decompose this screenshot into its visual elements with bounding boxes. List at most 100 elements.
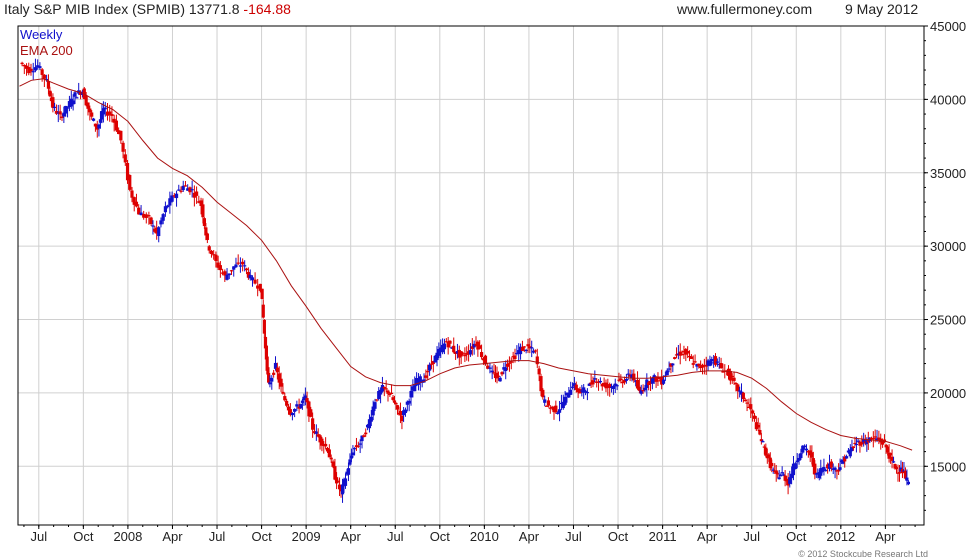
weekly-candle xyxy=(384,380,388,393)
weekly-candle xyxy=(539,373,543,397)
weekly-candle xyxy=(442,338,447,355)
candle-body xyxy=(88,108,92,113)
weekly-candle xyxy=(648,376,653,391)
candle-body xyxy=(600,383,604,387)
candle-body xyxy=(388,393,392,396)
candle-body xyxy=(546,400,551,406)
candle-body xyxy=(853,442,857,445)
candle-body xyxy=(33,67,38,71)
weekly-candle xyxy=(197,195,201,204)
candle-body xyxy=(621,381,625,384)
candle-body xyxy=(36,65,40,68)
candle-body xyxy=(325,448,330,452)
weekly-candle xyxy=(225,268,229,281)
weekly-candle xyxy=(495,366,499,384)
weekly-candle xyxy=(470,338,474,356)
candle-body xyxy=(569,389,573,395)
candle-body xyxy=(806,451,810,453)
weekly-candle xyxy=(382,386,386,397)
candle-body xyxy=(470,346,474,349)
candle-body xyxy=(134,201,139,207)
candle-body xyxy=(880,441,885,445)
candle-body xyxy=(248,274,252,279)
weekly-candle xyxy=(654,376,658,388)
weekly-candle xyxy=(808,445,812,463)
weekly-candle xyxy=(243,260,247,272)
candle-body xyxy=(502,367,506,370)
candle-body xyxy=(795,460,799,463)
weekly-candle xyxy=(463,347,467,363)
candle-body xyxy=(613,383,617,386)
weekly-candle xyxy=(706,358,710,371)
candle-body xyxy=(172,195,176,197)
candle-body xyxy=(446,342,450,348)
weekly-candle xyxy=(293,408,297,418)
candle-body xyxy=(522,346,526,348)
weekly-candle xyxy=(572,376,577,391)
candle-body xyxy=(567,393,571,398)
candle-body xyxy=(539,376,543,392)
candle-body xyxy=(265,356,269,371)
weekly-candle xyxy=(771,467,775,474)
candle-body xyxy=(331,461,335,467)
x-tick-label: 2008 xyxy=(113,529,142,544)
weekly-candle xyxy=(192,185,196,207)
candle-body xyxy=(693,361,697,363)
candle-body xyxy=(747,406,751,409)
candle-body xyxy=(110,114,114,116)
candle-body xyxy=(490,370,494,373)
weekly-candle xyxy=(58,104,62,120)
candle-body xyxy=(611,385,615,389)
candle-body xyxy=(667,368,671,370)
weekly-candle xyxy=(97,123,101,137)
weekly-candle xyxy=(541,388,545,400)
weekly-candle xyxy=(163,201,168,217)
candle-body xyxy=(413,385,417,392)
weekly-candle xyxy=(320,436,324,452)
candle-body xyxy=(268,382,272,385)
weekly-candle xyxy=(166,204,170,209)
weekly-candle xyxy=(389,384,394,395)
legend-weekly: Weekly xyxy=(20,27,63,42)
weekly-candle xyxy=(300,398,305,410)
candle-body xyxy=(253,279,257,284)
weekly-candle xyxy=(602,377,606,387)
weekly-candle xyxy=(161,213,165,225)
candle-body xyxy=(329,457,333,460)
candle-body xyxy=(488,367,492,369)
candle-body xyxy=(147,215,151,217)
candle-body xyxy=(132,197,136,205)
weekly-candle xyxy=(207,244,211,254)
weekly-candle xyxy=(500,371,504,377)
weekly-candle xyxy=(751,409,755,422)
candle-body xyxy=(293,408,297,412)
candle-body xyxy=(641,389,645,392)
weekly-candle xyxy=(137,204,141,215)
weekly-candle xyxy=(351,445,355,458)
candle-body xyxy=(349,455,354,459)
candle-body xyxy=(69,98,73,107)
candle-body xyxy=(149,217,153,225)
candle-body xyxy=(537,368,541,375)
candle-body xyxy=(770,462,774,467)
candle-body xyxy=(285,400,289,406)
weekly-candle xyxy=(643,384,647,393)
candle-body xyxy=(199,200,203,207)
weekly-candle xyxy=(728,368,732,385)
candle-body xyxy=(309,409,313,417)
weekly-candle xyxy=(520,340,525,352)
candle-body xyxy=(500,372,504,375)
candle-body xyxy=(509,361,513,363)
weekly-candle xyxy=(238,257,243,273)
candle-body xyxy=(589,382,593,385)
weekly-candle xyxy=(565,392,569,403)
weekly-candle xyxy=(563,390,567,406)
candle-body xyxy=(281,391,285,394)
weekly-candle xyxy=(569,381,573,395)
candle-body xyxy=(702,365,706,367)
weekly-candle xyxy=(609,383,614,393)
candle-body xyxy=(704,364,708,367)
candle-body xyxy=(632,373,636,381)
candle-body xyxy=(402,410,406,416)
weekly-candle xyxy=(147,211,151,225)
